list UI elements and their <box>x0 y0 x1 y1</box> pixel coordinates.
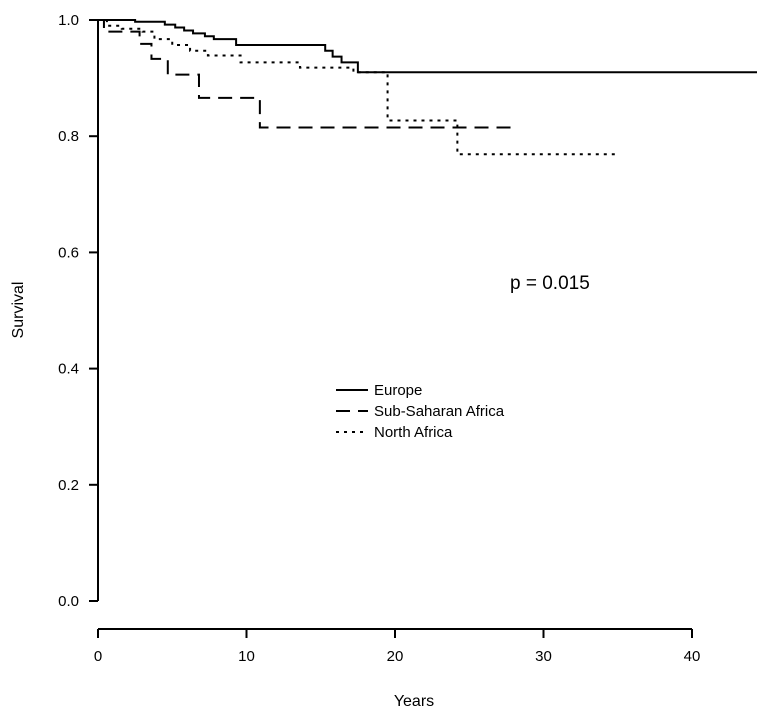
legend-label: Sub-Saharan Africa <box>374 403 505 420</box>
series-layer <box>98 19 757 156</box>
legend-label: North Africa <box>374 424 453 441</box>
y-tick-label: 0.0 <box>58 593 79 610</box>
axes: 0 10 20 30 40 0.0 0.2 0.4 0.6 0.8 1.0 <box>58 12 700 665</box>
y-tick-label: 0.4 <box>58 361 79 378</box>
series-line-sub-saharan-africa <box>98 19 517 129</box>
series-line-europe <box>98 19 757 74</box>
x-tick-label: 30 <box>535 648 552 665</box>
x-tick-label: 40 <box>684 648 701 665</box>
y-tick-label: 0.2 <box>58 477 79 494</box>
x-tick-label: 0 <box>94 648 102 665</box>
x-tick-label: 10 <box>238 648 255 665</box>
y-tick-label: 1.0 <box>58 12 79 29</box>
series-line-north-africa <box>98 19 615 156</box>
y-tick-label: 0.8 <box>58 128 79 145</box>
y-axis-title: Survival <box>10 282 27 339</box>
x-axis-title: Years <box>394 693 434 710</box>
legend: Europe Sub-Saharan Africa North Africa <box>336 382 505 441</box>
x-tick-label: 20 <box>387 648 404 665</box>
legend-label: Europe <box>374 382 422 399</box>
p-value-annotation: p = 0.015 <box>510 273 590 294</box>
y-tick-label: 0.6 <box>58 244 79 261</box>
